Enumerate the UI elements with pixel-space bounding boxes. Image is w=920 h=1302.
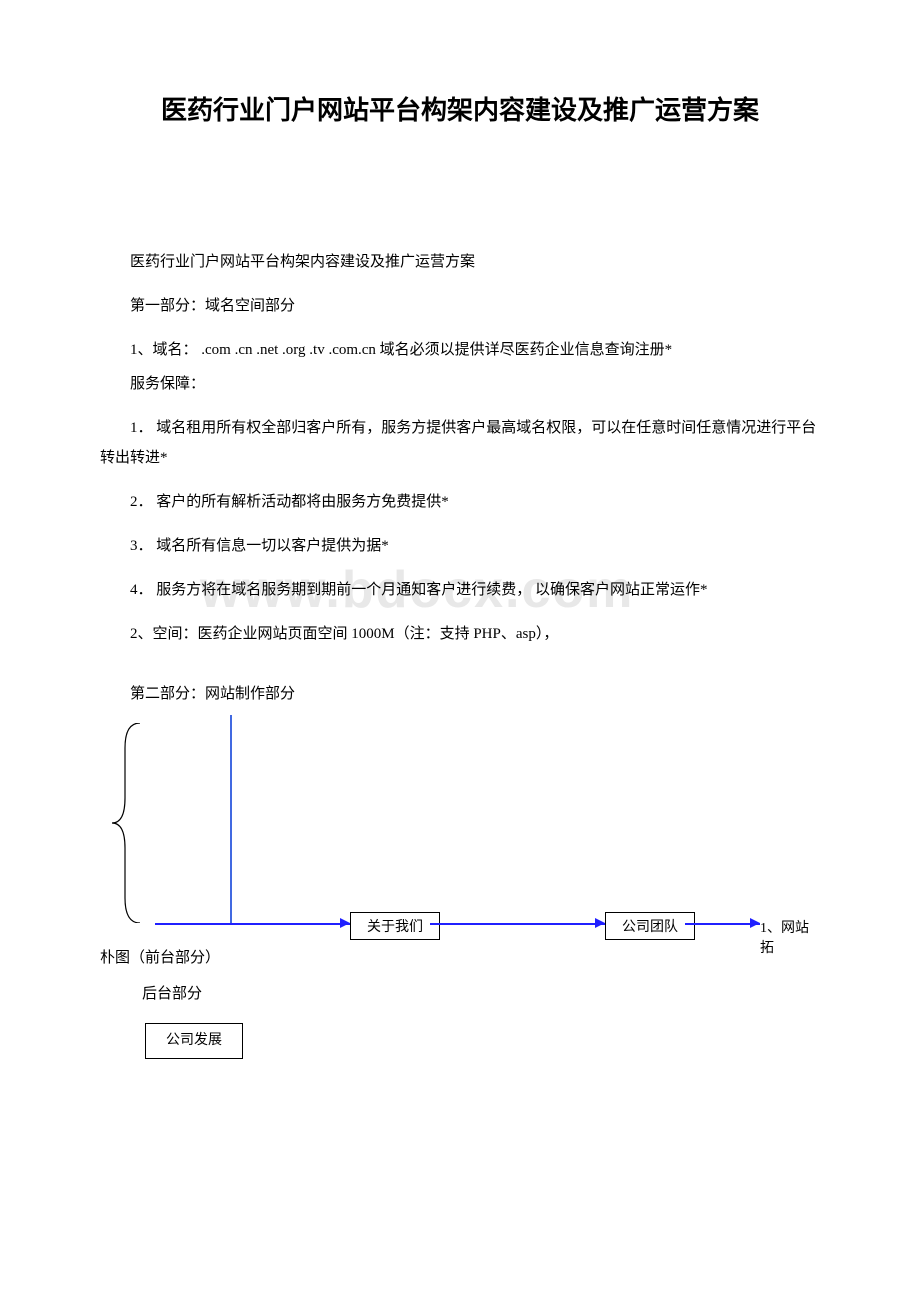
space-para: 2、空间：医药企业网站页面空间 1000M（注：支持 PHP、asp）， (100, 619, 820, 649)
section1-heading: 第一部分：域名空间部分 (100, 291, 820, 321)
page-title: 医药行业门户网站平台构架内容建设及推广运营方案 (100, 90, 820, 127)
flow-node-development: 公司发展 (145, 1023, 243, 1059)
arrow-segment-2 (430, 923, 605, 925)
arrow-head-2 (595, 918, 605, 928)
flow-row: 关于我们 公司团队 1、网站拓 (155, 915, 810, 945)
domain-para: 1、域名： .com .cn .net .org .tv .com.cn 域名必… (100, 335, 820, 365)
vertical-line (230, 715, 232, 925)
arrow-head-1 (340, 918, 350, 928)
flow-end-label: 1、网站拓 (760, 917, 810, 957)
arrow-head-3 (750, 918, 760, 928)
section2-heading: 第二部分：网站制作部分 (100, 679, 820, 709)
service-item-1: 1． 域名租用所有权全部归客户所有，服务方提供客户最高域名权限，可以在任意时间任… (100, 413, 820, 473)
service-item-3: 3． 域名所有信息一切以客户提供为据* (100, 531, 820, 561)
service-item-2: 2． 客户的所有解析活动都将由服务方免费提供* (100, 487, 820, 517)
flow-node-team: 公司团队 (605, 912, 695, 940)
flow-node-about: 关于我们 (350, 912, 440, 940)
brace-icon (110, 723, 150, 923)
service-item-4: 4． 服务方将在域名服务期到期前一个月通知客户进行续费， 以确保客户网站正常运作… (100, 575, 820, 605)
backend-label: 后台部分 (142, 979, 820, 1009)
domain-text: 1、域名： .com .cn .net .org .tv .com.cn 域名必… (130, 342, 672, 358)
arrow-segment-1 (155, 923, 350, 925)
subtitle-para: 医药行业门户网站平台构架内容建设及推广运营方案 (100, 247, 820, 277)
flowchart-diagram: 关于我们 公司团队 1、网站拓 (100, 723, 820, 973)
arrow-segment-3 (685, 923, 760, 925)
service-heading: 服务保障： (100, 369, 820, 399)
document-content: 医药行业门户网站平台构架内容建设及推广运营方案 医药行业门户网站平台构架内容建设… (100, 90, 820, 1059)
